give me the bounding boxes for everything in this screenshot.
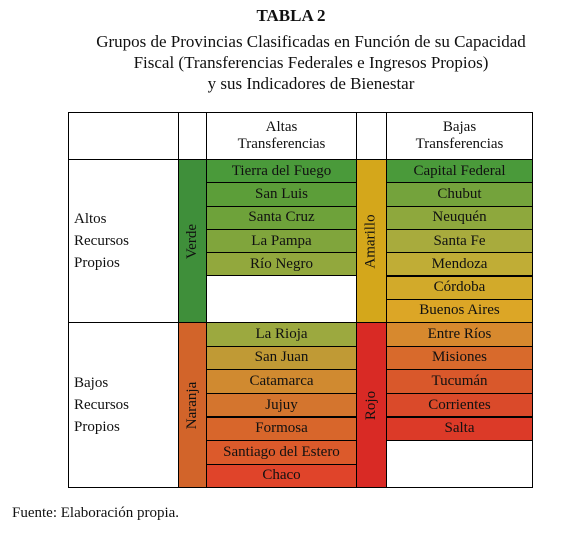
subtitle: y sus Indicadores de Bienestar — [207, 74, 415, 93]
header-cell — [356, 112, 387, 160]
province-cell: Formosa — [206, 416, 357, 442]
subtitle: Grupos de Provincias Clasificadas en Fun… — [96, 32, 526, 51]
column-header: Bajas Transferencias — [386, 112, 533, 160]
header-cell — [68, 112, 179, 160]
province-cell: Corrientes — [386, 392, 533, 418]
province-cell: Jujuy — [206, 392, 357, 418]
province-cell: Catamarca — [206, 369, 357, 394]
province-cell: San Juan — [206, 345, 357, 371]
province-cell: Santa Cruz — [206, 205, 357, 230]
band: Verde — [178, 159, 207, 324]
province-cell: La Rioja — [206, 322, 357, 347]
row-label: Bajos Recursos Propios — [68, 322, 179, 489]
province-cell: Chaco — [206, 463, 357, 489]
band: Amarillo — [356, 159, 387, 324]
province-cell: Santiago del Estero — [206, 440, 357, 465]
province-cell: Buenos Aires — [386, 298, 533, 324]
province-cell: Entre Ríos — [386, 322, 533, 347]
footer: Fuente: Elaboración propia. — [12, 505, 180, 521]
band: Rojo — [356, 322, 387, 489]
band-label: Amarillo — [363, 213, 379, 269]
title: TABLA 2 — [256, 6, 326, 25]
province-cell: La Pampa — [206, 228, 357, 254]
province-cell: Tucumán — [386, 369, 533, 394]
header-cell — [178, 112, 207, 160]
province-cell: San Luis — [206, 182, 357, 207]
province-cell: Capital Federal — [386, 159, 533, 184]
column-header: Altas Transferencias — [206, 112, 357, 160]
subtitle: Fiscal (Transferencias Federales e Ingre… — [133, 53, 489, 72]
province-cell: Santa Fe — [386, 228, 533, 254]
column-header-line: Altas — [265, 119, 298, 135]
row-label: Altos Recursos Propios — [68, 159, 179, 324]
province-cell: Salta — [386, 416, 533, 442]
province-cell: Tierra del Fuego — [206, 159, 357, 184]
province-cell: Río Negro — [206, 252, 357, 277]
band-label: Verde — [184, 223, 201, 259]
column-header-line: Transferencias — [237, 136, 326, 152]
column-header-line: Bajas — [442, 119, 477, 135]
province-cell: Neuquén — [386, 205, 533, 230]
province-cell: Mendoza — [386, 252, 533, 277]
band: Naranja — [178, 322, 207, 489]
column-header-line: Transferencias — [415, 136, 504, 152]
province-cell: Córdoba — [386, 275, 533, 300]
province-cell: Chubut — [386, 182, 533, 207]
province-cell: Misiones — [386, 345, 533, 371]
band-label: Rojo — [363, 390, 379, 420]
band-label: Naranja — [184, 381, 200, 429]
